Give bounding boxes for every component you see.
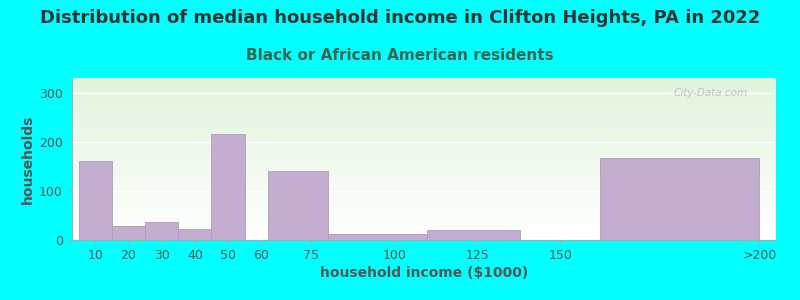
Bar — [112, 226, 145, 240]
X-axis label: household income ($1000): household income ($1000) — [320, 266, 528, 280]
Y-axis label: households: households — [21, 114, 35, 204]
Bar — [78, 161, 112, 240]
Text: Black or African American residents: Black or African American residents — [246, 48, 554, 63]
Bar — [427, 230, 520, 240]
Bar — [328, 234, 427, 240]
Bar — [145, 222, 178, 240]
Bar — [600, 158, 759, 240]
Bar — [178, 229, 211, 240]
Text: Distribution of median household income in Clifton Heights, PA in 2022: Distribution of median household income … — [40, 9, 760, 27]
Bar — [211, 134, 245, 240]
Bar — [268, 171, 328, 240]
Text: City-Data.com: City-Data.com — [674, 88, 748, 98]
